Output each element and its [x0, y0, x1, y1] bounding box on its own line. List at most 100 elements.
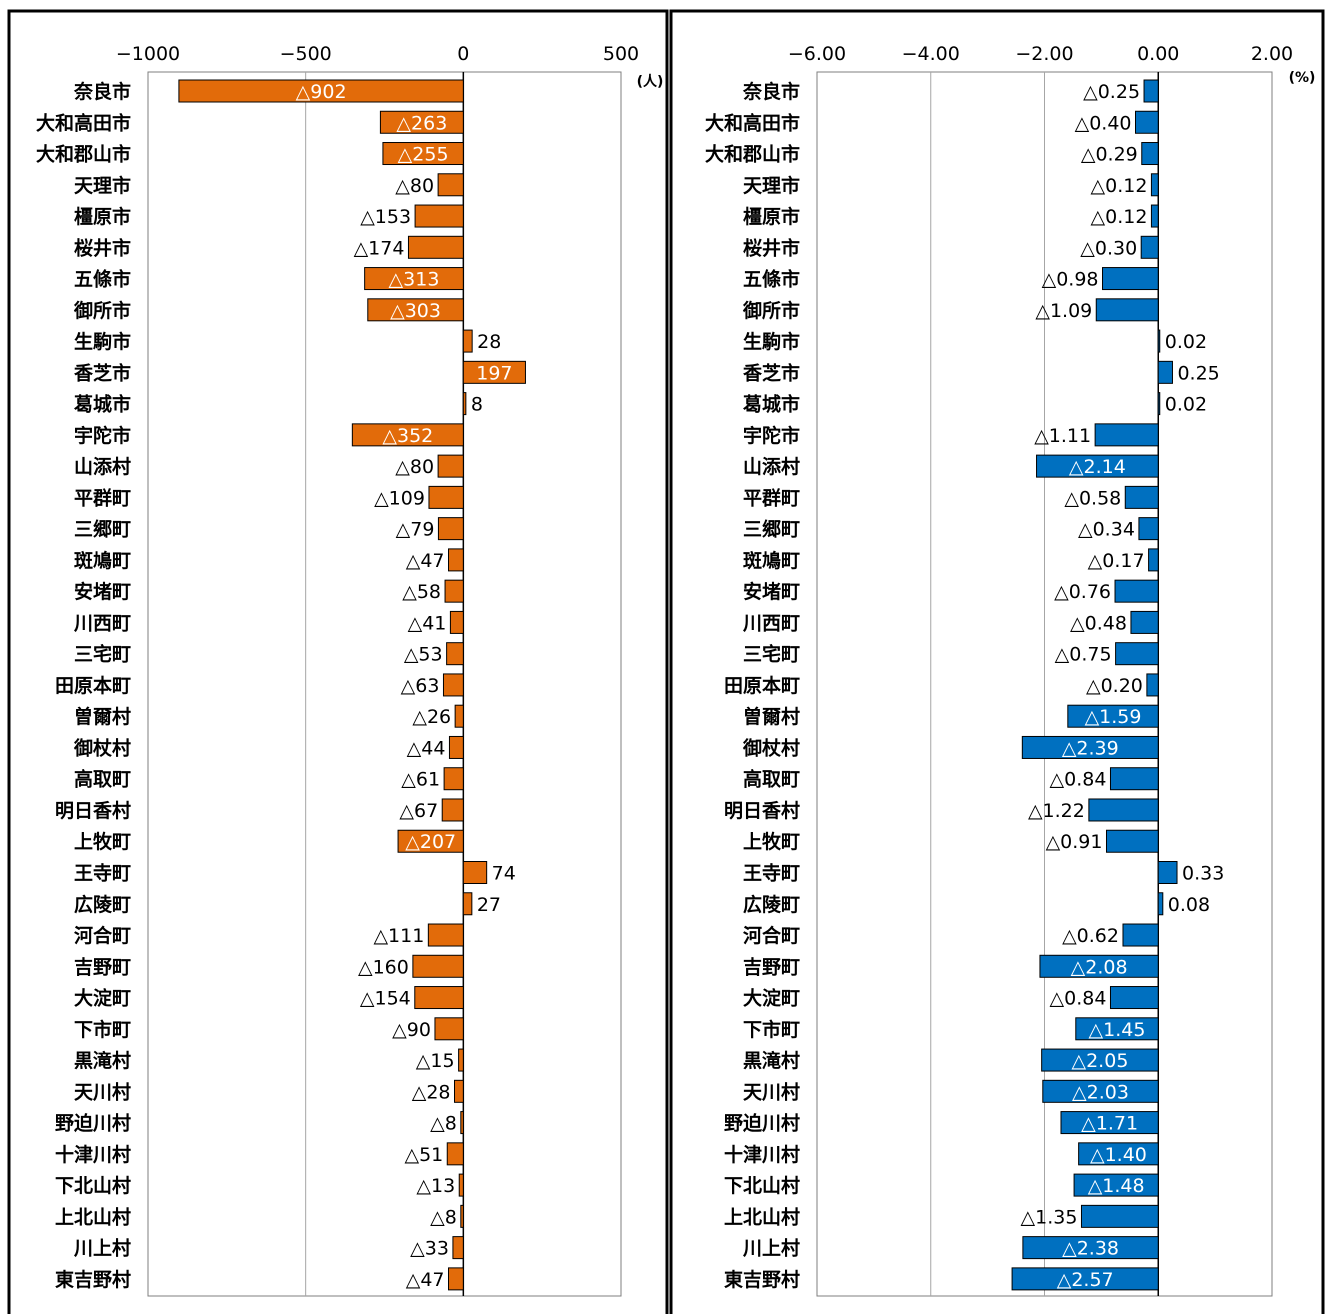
category-label: 生駒市 [743, 330, 800, 353]
bar [448, 548, 464, 572]
category-label: 安堵町 [743, 580, 800, 603]
data-label: 27 [477, 894, 501, 916]
bar [434, 1017, 464, 1041]
category-label: 山添村 [743, 455, 800, 478]
category-label: 御杖村 [742, 736, 800, 759]
bar [1140, 235, 1159, 259]
x-tick-label: 0.00 [1137, 43, 1179, 65]
data-label: △0.75 [1055, 644, 1112, 666]
data-label: △1.40 [1090, 1144, 1147, 1166]
bar [367, 298, 464, 322]
data-label: 0.25 [1177, 362, 1219, 384]
category-label: 川上村 [73, 1237, 131, 1260]
data-label: △0.12 [1091, 206, 1148, 228]
category-label: 高取町 [74, 768, 131, 791]
category-label: 平群町 [743, 486, 800, 509]
data-label: △2.08 [1071, 956, 1128, 978]
category-label: 高取町 [743, 768, 800, 791]
category-label: 三宅町 [74, 643, 131, 666]
population-change-chart: −1000 −500 0 500 (人) 奈良市 △902 大和高田市 △263 大和郡山市 △25… [36, 43, 664, 1297]
data-label: △109 [374, 487, 425, 509]
x-tick-label: −500 [280, 43, 332, 65]
bar [397, 829, 464, 853]
category-label: 大和高田市 [705, 111, 800, 134]
data-label: 0.33 [1182, 863, 1224, 885]
bar [462, 892, 473, 916]
bar [1060, 1111, 1159, 1135]
bar [1039, 954, 1159, 978]
bar [462, 861, 488, 884]
bar [446, 642, 464, 666]
bar [1115, 642, 1159, 666]
category-label: 橿原市 [74, 205, 131, 228]
bar [1011, 1267, 1159, 1291]
data-label: △0.20 [1086, 675, 1143, 697]
category-label: 明日香村 [55, 799, 131, 822]
bar [1073, 1173, 1159, 1197]
category-label: 河合町 [74, 924, 131, 947]
bar [462, 329, 473, 353]
unit-label: (人) [637, 73, 664, 90]
bar [448, 735, 464, 759]
bar [462, 360, 526, 384]
data-label: △47 [406, 1269, 445, 1291]
category-label: 黒滝村 [743, 1049, 800, 1072]
data-label: △44 [407, 737, 446, 759]
bar [1124, 485, 1159, 509]
data-label: △1.59 [1085, 706, 1142, 728]
category-label: 河合町 [743, 924, 800, 947]
category-label: 香芝市 [742, 361, 800, 384]
category-label: 天川村 [74, 1080, 131, 1103]
data-label: △255 [398, 144, 449, 166]
category-label: 葛城市 [742, 393, 800, 416]
category-label: 天川村 [743, 1080, 800, 1103]
data-label: △2.39 [1062, 737, 1119, 759]
data-label: △63 [401, 675, 440, 697]
data-label: △79 [396, 519, 435, 541]
category-label: 御所市 [742, 299, 800, 322]
data-label: △51 [404, 1144, 443, 1166]
bar [1094, 423, 1159, 447]
bar [446, 1142, 464, 1166]
data-label: △15 [416, 1050, 455, 1072]
data-label: △0.34 [1078, 519, 1135, 541]
bar [1148, 548, 1159, 572]
data-label: △90 [392, 1019, 431, 1041]
bar [412, 954, 464, 978]
bar [1042, 1079, 1159, 1103]
bar [414, 986, 464, 1010]
category-label: 宇陀市 [74, 424, 131, 447]
data-label: △53 [404, 644, 443, 666]
category-label: 広陵町 [74, 893, 131, 916]
data-label: △2.57 [1057, 1269, 1114, 1291]
category-label: 上北山村 [724, 1205, 800, 1228]
bar [1095, 298, 1159, 322]
data-label: △0.40 [1075, 112, 1132, 134]
category-label: 田原本町 [55, 674, 131, 697]
data-label: △41 [408, 612, 447, 634]
data-label: △0.84 [1050, 988, 1107, 1010]
data-label: △2.03 [1072, 1081, 1129, 1103]
category-label: 川上村 [742, 1237, 800, 1260]
bar [1150, 173, 1159, 197]
category-label: 橿原市 [743, 205, 800, 228]
data-label: △80 [395, 456, 434, 478]
category-label: 御杖村 [73, 736, 131, 759]
bar [437, 454, 464, 478]
bar [1150, 204, 1159, 228]
data-label: △154 [360, 988, 411, 1010]
bar [441, 798, 464, 822]
data-label: △111 [373, 925, 424, 947]
data-label: △1.09 [1035, 300, 1092, 322]
category-label: 東吉野村 [724, 1268, 800, 1291]
data-label: 0.08 [1168, 894, 1210, 916]
bar [1080, 1204, 1159, 1228]
bar [437, 517, 464, 541]
category-label: 野迫川村 [724, 1112, 800, 1135]
data-label: △174 [354, 237, 405, 259]
bar [1157, 892, 1164, 916]
bar [1041, 1048, 1159, 1072]
bar [1130, 610, 1159, 634]
bar [442, 673, 464, 697]
